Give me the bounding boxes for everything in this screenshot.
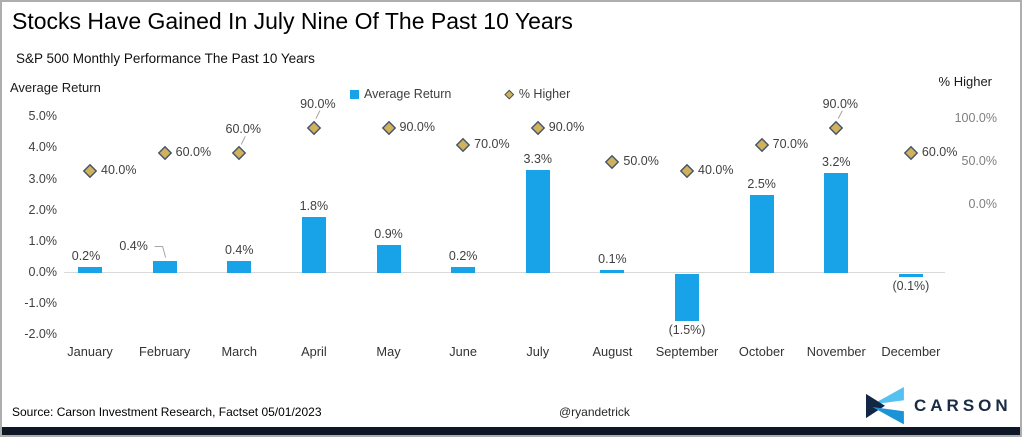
bar-label: 3.3% (523, 152, 553, 167)
month-label: April (301, 344, 327, 359)
left-axis-tick: -2.0% (24, 327, 57, 342)
zero-gridline (64, 272, 945, 273)
pct-higher-marker-february (157, 146, 172, 161)
month-label: July (526, 344, 550, 359)
pct-label: 90.0% (300, 96, 336, 111)
pct-label: 60.0% (921, 145, 958, 160)
carson-logo-text: CARSON (914, 396, 1012, 415)
bar-label: 0.4% (119, 238, 148, 253)
month-label: December (881, 344, 941, 359)
pct-label: 40.0% (101, 162, 137, 177)
bar-july (525, 170, 550, 273)
month-label: September (655, 344, 719, 359)
bar-label: 1.8% (299, 198, 329, 213)
month-label: May (376, 344, 401, 359)
pct-label: 60.0% (225, 122, 261, 137)
twitter-handle: @ryandetrick (559, 405, 630, 419)
pct-label: 90.0% (548, 119, 585, 134)
left-axis-tick: 3.0% (28, 171, 58, 186)
month-label: October (738, 344, 785, 359)
month-label: June (449, 344, 478, 359)
left-axis-tick: 2.0% (28, 202, 58, 217)
bar-november (824, 173, 849, 273)
pct-label: 40.0% (698, 162, 734, 177)
right-axis-tick: 0.0% (968, 197, 998, 211)
bar-label: (0.1%) (892, 279, 930, 294)
left-axis-tick: 1.0% (28, 233, 58, 248)
pct-higher-marker-july (530, 120, 545, 135)
pct-higher-marker-march (232, 146, 247, 161)
bar-label: 0.2% (448, 248, 478, 263)
month-label: November (806, 344, 866, 359)
bar-march (227, 260, 252, 273)
month-label: August (592, 344, 633, 359)
carson-logo-icon (866, 387, 904, 425)
bar-label: (1.5%) (668, 322, 706, 337)
pct-higher-marker-december (903, 146, 919, 161)
pct-higher-marker-september (679, 163, 695, 178)
pct-label: 60.0% (175, 145, 212, 160)
pct-label: 90.0% (822, 96, 859, 111)
pct-label: 90.0% (399, 119, 435, 134)
bar-label: 0.9% (374, 226, 403, 241)
legend-item-pct-higher: % Higher (451, 87, 570, 101)
left-axis-tick: 4.0% (28, 140, 58, 155)
bar-label: 2.5% (747, 177, 776, 192)
bar-april (301, 216, 326, 273)
pct-higher-marker-november (829, 120, 844, 135)
chart-legend: Average Return % Higher (350, 87, 570, 101)
bar-october (749, 195, 774, 273)
bar-february (152, 260, 177, 273)
month-label: February (139, 344, 191, 359)
bar-december (898, 274, 923, 278)
bar-label: 0.2% (71, 248, 101, 263)
month-label: January (67, 344, 113, 359)
right-axis-title: % Higher (938, 74, 992, 89)
pct-higher-marker-august (605, 154, 620, 170)
pct-higher-marker-october (754, 137, 769, 153)
pct-higher-marker-june (455, 137, 471, 153)
left-axis-title: Average Return (10, 80, 101, 95)
pct-higher-marker-april (306, 120, 322, 135)
legend-square-icon (350, 89, 359, 99)
left-axis-tick: 5.0% (28, 109, 58, 124)
bar-september (675, 274, 700, 321)
left-axis-tick: 0.0% (28, 265, 58, 279)
legend-label: Average Return (364, 87, 452, 101)
right-axis-tick: 100.0% (954, 111, 997, 125)
bar-august (600, 269, 625, 273)
bottom-accent-strip (2, 427, 1020, 435)
chart-subtitle: S&P 500 Monthly Performance The Past 10 … (16, 51, 315, 66)
source-text: Source: Carson Investment Research, Fact… (12, 405, 322, 419)
legend-item-average-return: Average Return (350, 87, 451, 101)
left-axis-tick: -1.0% (24, 296, 57, 311)
legend-label: % Higher (518, 87, 571, 101)
page-title: Stocks Have Gained In July Nine Of The P… (12, 8, 573, 34)
pct-label: 50.0% (623, 154, 659, 168)
month-label: March (221, 344, 258, 359)
right-axis-tick: 50.0% (961, 154, 997, 168)
pct-label: 70.0% (772, 136, 809, 151)
bar-january (78, 266, 102, 273)
carson-logo: CARSON (866, 387, 1012, 425)
pct-label: 70.0% (474, 136, 510, 151)
bar-label: 3.2% (822, 155, 851, 170)
pct-higher-marker-january (82, 163, 98, 178)
pct-higher-marker-may (381, 120, 396, 135)
bar-june (451, 266, 476, 273)
bar-label: 0.4% (225, 242, 254, 257)
bar-label: 0.1% (598, 251, 627, 266)
bar-may (376, 244, 401, 273)
